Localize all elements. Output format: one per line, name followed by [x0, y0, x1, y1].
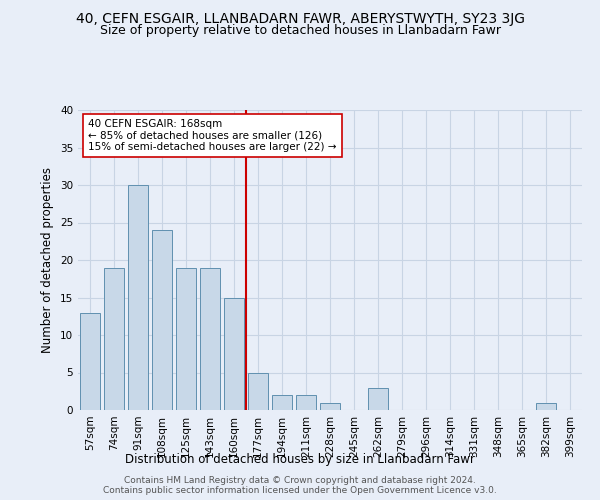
Bar: [272, 395, 292, 410]
Bar: [152, 230, 172, 410]
Bar: [320, 402, 340, 410]
Text: 40, CEFN ESGAIR, LLANBADARN FAWR, ABERYSTWYTH, SY23 3JG: 40, CEFN ESGAIR, LLANBADARN FAWR, ABERYS…: [76, 12, 524, 26]
Bar: [296, 395, 316, 410]
Text: Size of property relative to detached houses in Llanbadarn Fawr: Size of property relative to detached ho…: [100, 24, 500, 37]
Text: Contains HM Land Registry data © Crown copyright and database right 2024.
Contai: Contains HM Land Registry data © Crown c…: [103, 476, 497, 495]
Bar: [368, 388, 388, 410]
Bar: [128, 185, 148, 410]
Bar: [536, 402, 556, 410]
Text: 40 CEFN ESGAIR: 168sqm
← 85% of detached houses are smaller (126)
15% of semi-de: 40 CEFN ESGAIR: 168sqm ← 85% of detached…: [88, 119, 337, 152]
Bar: [224, 298, 244, 410]
Bar: [200, 268, 220, 410]
Bar: [80, 312, 100, 410]
Text: Distribution of detached houses by size in Llanbadarn Fawr: Distribution of detached houses by size …: [125, 452, 475, 466]
Y-axis label: Number of detached properties: Number of detached properties: [41, 167, 55, 353]
Bar: [176, 268, 196, 410]
Bar: [248, 372, 268, 410]
Bar: [104, 268, 124, 410]
